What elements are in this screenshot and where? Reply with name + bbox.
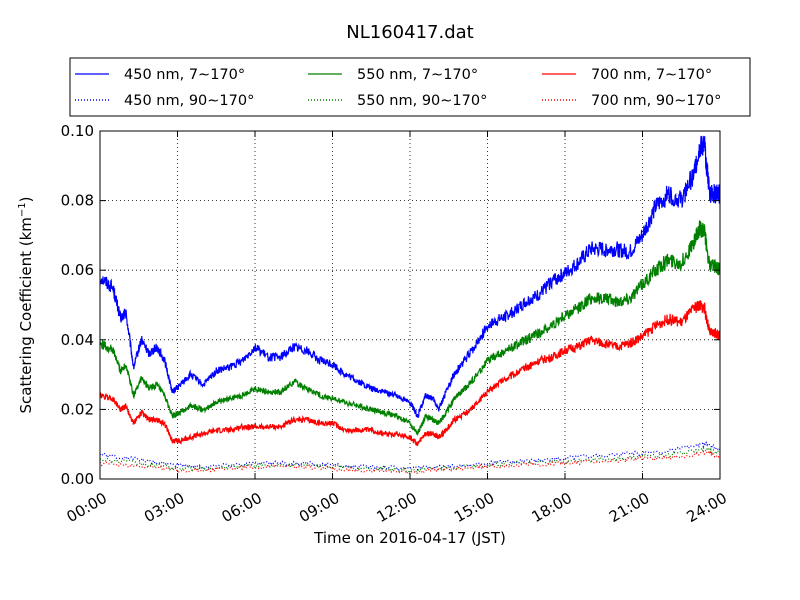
legend-label: 550 nm, 90∼170°: [357, 93, 487, 109]
y-tick-label: 0.10: [61, 122, 94, 140]
legend-label: 450 nm, 90∼170°: [124, 93, 254, 109]
legend-box: [69, 57, 751, 117]
series-line: [100, 300, 720, 447]
legend-entries: 450 nm, 7∼170° 550 nm, 7∼170° 700 nm, 7∼17…: [75, 67, 721, 109]
y-tick-label: 0.06: [61, 261, 94, 279]
y-tick-label: 0.04: [61, 331, 94, 349]
series-layer: [100, 135, 720, 475]
y-axis-label-main: Scattering Coefficient (km: [17, 217, 35, 413]
series-line: [100, 219, 720, 436]
x-axis-label: Time on 2016-04-17 (JST): [313, 529, 506, 547]
legend: 450 nm, 7∼170° 550 nm, 7∼170° 700 nm, 7∼17…: [69, 57, 751, 117]
y-axis-label: Scattering Coefficient (km−1): [17, 196, 35, 413]
y-tick-label: 0.00: [61, 470, 94, 488]
legend-label: 700 nm, 90∼170°: [591, 93, 721, 109]
series-line: [100, 135, 720, 418]
legend-label: 450 nm, 7∼170°: [124, 67, 245, 83]
legend-label: 700 nm, 7∼170°: [591, 67, 712, 83]
grid: [100, 131, 720, 479]
y-tick-label: 0.02: [61, 400, 94, 418]
y-axis-label-end: ): [17, 196, 35, 202]
legend-label: 550 nm, 7∼170°: [357, 67, 478, 83]
y-axis-label-superscript: −1: [17, 202, 28, 217]
chart-title: NL160417.dat: [346, 22, 473, 43]
y-tick-label: 0.08: [61, 192, 94, 210]
series-line: [100, 450, 720, 475]
